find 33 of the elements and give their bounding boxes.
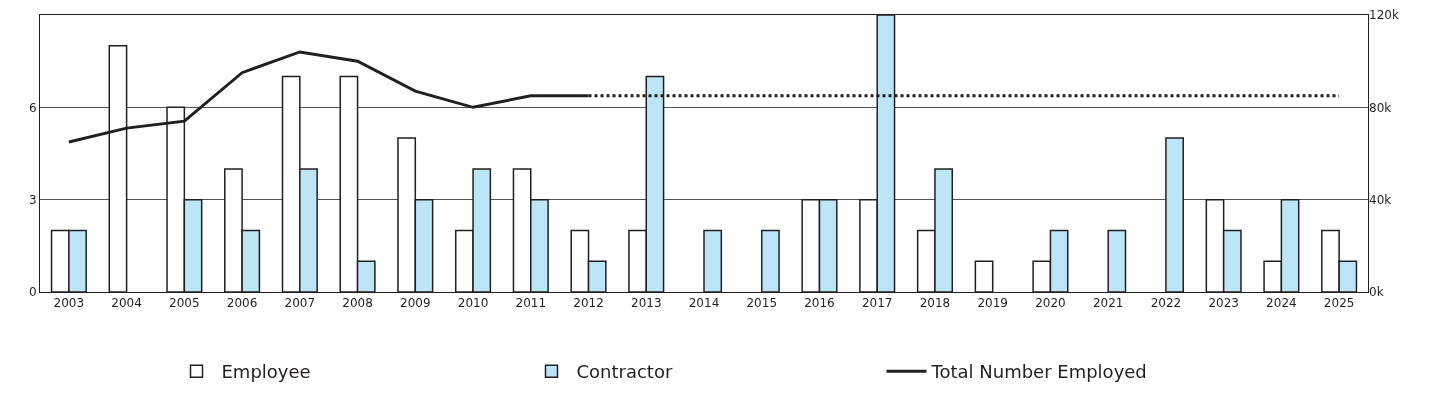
legend-label: Total Number Employed xyxy=(930,361,1147,383)
x-tick-label: 2012 xyxy=(573,296,604,311)
x-tick-label: 2014 xyxy=(688,296,720,311)
x-tick-label: 2020 xyxy=(1035,296,1066,311)
x-tick-label: 2015 xyxy=(746,296,778,311)
y2-tick-label: 120k xyxy=(1369,8,1399,23)
x-tick-label: 2023 xyxy=(1208,296,1239,311)
x-tick-label: 2024 xyxy=(1266,296,1297,311)
x-tick-label: 2022 xyxy=(1150,296,1182,311)
x-tick-label: 2008 xyxy=(342,296,373,311)
x-tick-label: 2005 xyxy=(169,296,200,311)
x-tick-label: 2011 xyxy=(515,296,547,311)
y-tick-label: 0 xyxy=(28,285,37,300)
x-tick-label: 2010 xyxy=(457,296,489,311)
legend-label: Contractor xyxy=(576,361,673,383)
x-tick-label: 2004 xyxy=(111,296,142,311)
x-tick-label: 2017 xyxy=(861,296,893,311)
y-tick-label: 3 xyxy=(28,192,37,207)
x-tick-label: 2013 xyxy=(630,296,662,311)
x-tick-label: 2003 xyxy=(53,296,85,311)
x-tick-label: 2021 xyxy=(1092,296,1124,311)
y2-tick-label: 80k xyxy=(1369,100,1392,115)
x-tick-label: 2006 xyxy=(226,296,258,311)
y-tick-label: 6 xyxy=(28,100,37,115)
x-tick-label: 2019 xyxy=(977,296,1008,311)
x-tick-label: 2018 xyxy=(919,296,951,311)
legend-label: Employee xyxy=(221,361,311,383)
x-tick-label: 2007 xyxy=(284,296,316,311)
y2-tick-label: 40k xyxy=(1369,192,1392,207)
x-tick-label: 2025 xyxy=(1323,296,1355,311)
x-tick-label: 2009 xyxy=(400,296,431,311)
x-tick-label: 2016 xyxy=(804,296,835,311)
y2-tick-label: 0k xyxy=(1369,285,1384,300)
